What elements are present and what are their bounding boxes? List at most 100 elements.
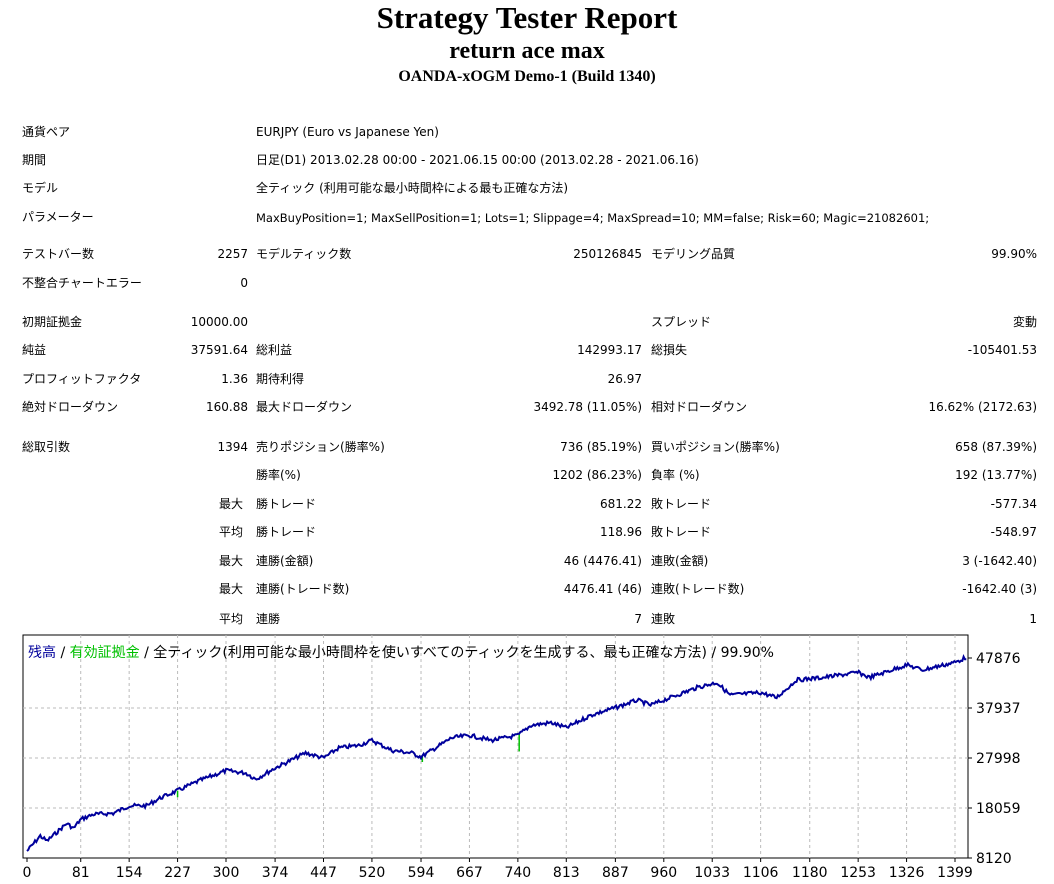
y-tick-label: 47876 xyxy=(976,651,1021,667)
stat-value: -1642.40 (3) xyxy=(962,582,1037,596)
x-tick-label: 1106 xyxy=(743,865,779,881)
stat-label: 平均 xyxy=(219,612,244,626)
stat-value: 250126845 xyxy=(573,247,642,261)
stat-label: 最大ドローダウン xyxy=(256,400,353,414)
stat-value: -548.97 xyxy=(990,525,1037,539)
info-value: 日足(D1) 2013.02.28 00:00 - 2021.06.15 00:… xyxy=(256,153,699,167)
legend-model: 全ティック(利用可能な最小時間枠を使いすべてのティックを生成する、最も正確な方法… xyxy=(153,644,774,661)
stat-value: 4476.41 (46) xyxy=(563,582,642,596)
x-tick-label: 813 xyxy=(553,865,580,881)
info-label: モデル xyxy=(22,181,59,195)
x-tick-label: 594 xyxy=(408,865,435,881)
stat-value: 99.90% xyxy=(991,247,1037,261)
x-tick-label: 154 xyxy=(116,865,143,881)
stat-value: 10000.00 xyxy=(190,315,248,329)
x-tick-label: 1033 xyxy=(694,865,730,881)
y-tick-label: 18059 xyxy=(976,801,1021,817)
stat-value: 0 xyxy=(240,276,248,290)
stat-label: 敗トレード xyxy=(651,525,712,539)
x-tick-label: 81 xyxy=(72,865,90,881)
x-tick-label: 0 xyxy=(23,865,32,881)
stat-value: 3492.78 (11.05%) xyxy=(533,400,642,414)
balance-line xyxy=(26,654,967,852)
stat-label: 連勝(トレード数) xyxy=(256,582,350,596)
stat-value: 736 (85.19%) xyxy=(560,440,642,454)
stat-label: 平均 xyxy=(219,525,244,539)
strategy-name: return ace max xyxy=(449,38,605,64)
y-tick-label: 37937 xyxy=(976,701,1021,717)
info-value: EURJPY (Euro vs Japanese Yen) xyxy=(256,125,439,139)
x-tick-label: 1326 xyxy=(889,865,925,881)
stat-label: 負率 (%) xyxy=(651,468,700,482)
stat-label: 総取引数 xyxy=(22,440,71,454)
stat-value: 658 (87.39%) xyxy=(955,440,1037,454)
stat-label: 最大 xyxy=(219,497,244,511)
x-tick-label: 447 xyxy=(310,865,337,881)
stat-label: 総利益 xyxy=(256,343,293,357)
stat-value: 142993.17 xyxy=(577,343,642,357)
x-tick-label: 520 xyxy=(359,865,386,881)
stat-value: 681.22 xyxy=(600,497,642,511)
stat-label: スプレッド xyxy=(651,315,712,329)
stat-label: 期待利得 xyxy=(256,372,305,386)
stat-label: プロフィットファクタ xyxy=(22,372,142,386)
stat-label: 最大 xyxy=(219,554,244,568)
legend-sep: / xyxy=(140,645,154,661)
x-tick-label: 300 xyxy=(213,865,240,881)
stat-label: 連敗(金額) xyxy=(651,554,709,568)
y-tick-label: 8120 xyxy=(976,851,1012,867)
legend-equity: 有効証拠金 xyxy=(70,645,140,661)
x-tick-label: 740 xyxy=(504,865,531,881)
stat-label: テストバー数 xyxy=(22,247,95,261)
stat-label: 総損失 xyxy=(651,343,688,357)
stat-value: 46 (4476.41) xyxy=(563,554,642,568)
stat-value: 1.36 xyxy=(221,372,248,386)
stat-value: 3 (-1642.40) xyxy=(962,554,1037,568)
balance-chart: 47876 37937 27998 18059 8120 0 81 154 227 300 374 4… xyxy=(22,634,1021,881)
server-build: OANDA-xOGM Demo-1 (Build 1340) xyxy=(398,68,656,85)
info-label: 期間 xyxy=(22,153,47,167)
stat-value: 192 (13.77%) xyxy=(955,468,1037,482)
x-tick-label: 1399 xyxy=(937,865,973,881)
chart-legend: 残高 / 有効証拠金 / 全ティック(利用可能な最小時間枠を使いすべてのティック… xyxy=(28,644,774,661)
stat-value: 37591.64 xyxy=(190,343,248,357)
stat-value: 7 xyxy=(634,612,642,626)
x-tick-label: 374 xyxy=(262,865,289,881)
plot-frame xyxy=(22,634,969,859)
stat-label: 連勝(金額) xyxy=(256,554,314,568)
info-label: 通貨ペア xyxy=(22,125,71,139)
stat-label: モデリング品質 xyxy=(651,247,736,261)
x-tick-label: 1253 xyxy=(840,865,876,881)
y-tick-label: 27998 xyxy=(976,751,1021,767)
stat-label: 売りポジション(勝率%) xyxy=(256,440,385,454)
stat-value: 118.96 xyxy=(600,525,642,539)
stat-label: 勝トレード xyxy=(256,497,317,511)
stat-label: 連勝 xyxy=(256,612,281,626)
stat-label: 敗トレード xyxy=(651,497,712,511)
stat-label: 買いポジション(勝率%) xyxy=(651,440,780,454)
stat-label: 勝トレード xyxy=(256,525,317,539)
stat-value: 16.62% (2172.63) xyxy=(928,400,1037,414)
stat-label: 連敗(トレード数) xyxy=(651,582,745,596)
stat-label: 絶対ドローダウン xyxy=(22,400,119,414)
x-tick-label: 227 xyxy=(164,865,191,881)
info-value: 全ティック (利用可能な最小時間枠による最も正確な方法) xyxy=(256,181,569,195)
stat-value: 2257 xyxy=(217,247,248,261)
stat-value: 1 xyxy=(1029,612,1037,626)
stat-value: -105401.53 xyxy=(967,343,1037,357)
stat-value: 1202 (86.23%) xyxy=(552,468,642,482)
report-title: Strategy Tester Report xyxy=(376,0,678,35)
stat-label: 連敗 xyxy=(651,612,676,626)
stat-value: 26.97 xyxy=(607,372,642,386)
stat-label: 不整合チャートエラー xyxy=(22,276,142,290)
info-label: パラメーター xyxy=(22,210,94,224)
stat-value: 1394 xyxy=(217,440,248,454)
info-value: MaxBuyPosition=1; MaxSellPosition=1; Lot… xyxy=(256,211,930,225)
stat-label: 相対ドローダウン xyxy=(651,400,748,414)
legend-sep: / xyxy=(56,645,70,661)
stat-label: モデルティック数 xyxy=(256,247,352,261)
stat-value: 160.88 xyxy=(206,400,248,414)
x-tick-label: 667 xyxy=(456,865,483,881)
x-tick-label: 887 xyxy=(602,865,629,881)
stat-label: 勝率(%) xyxy=(256,468,301,482)
